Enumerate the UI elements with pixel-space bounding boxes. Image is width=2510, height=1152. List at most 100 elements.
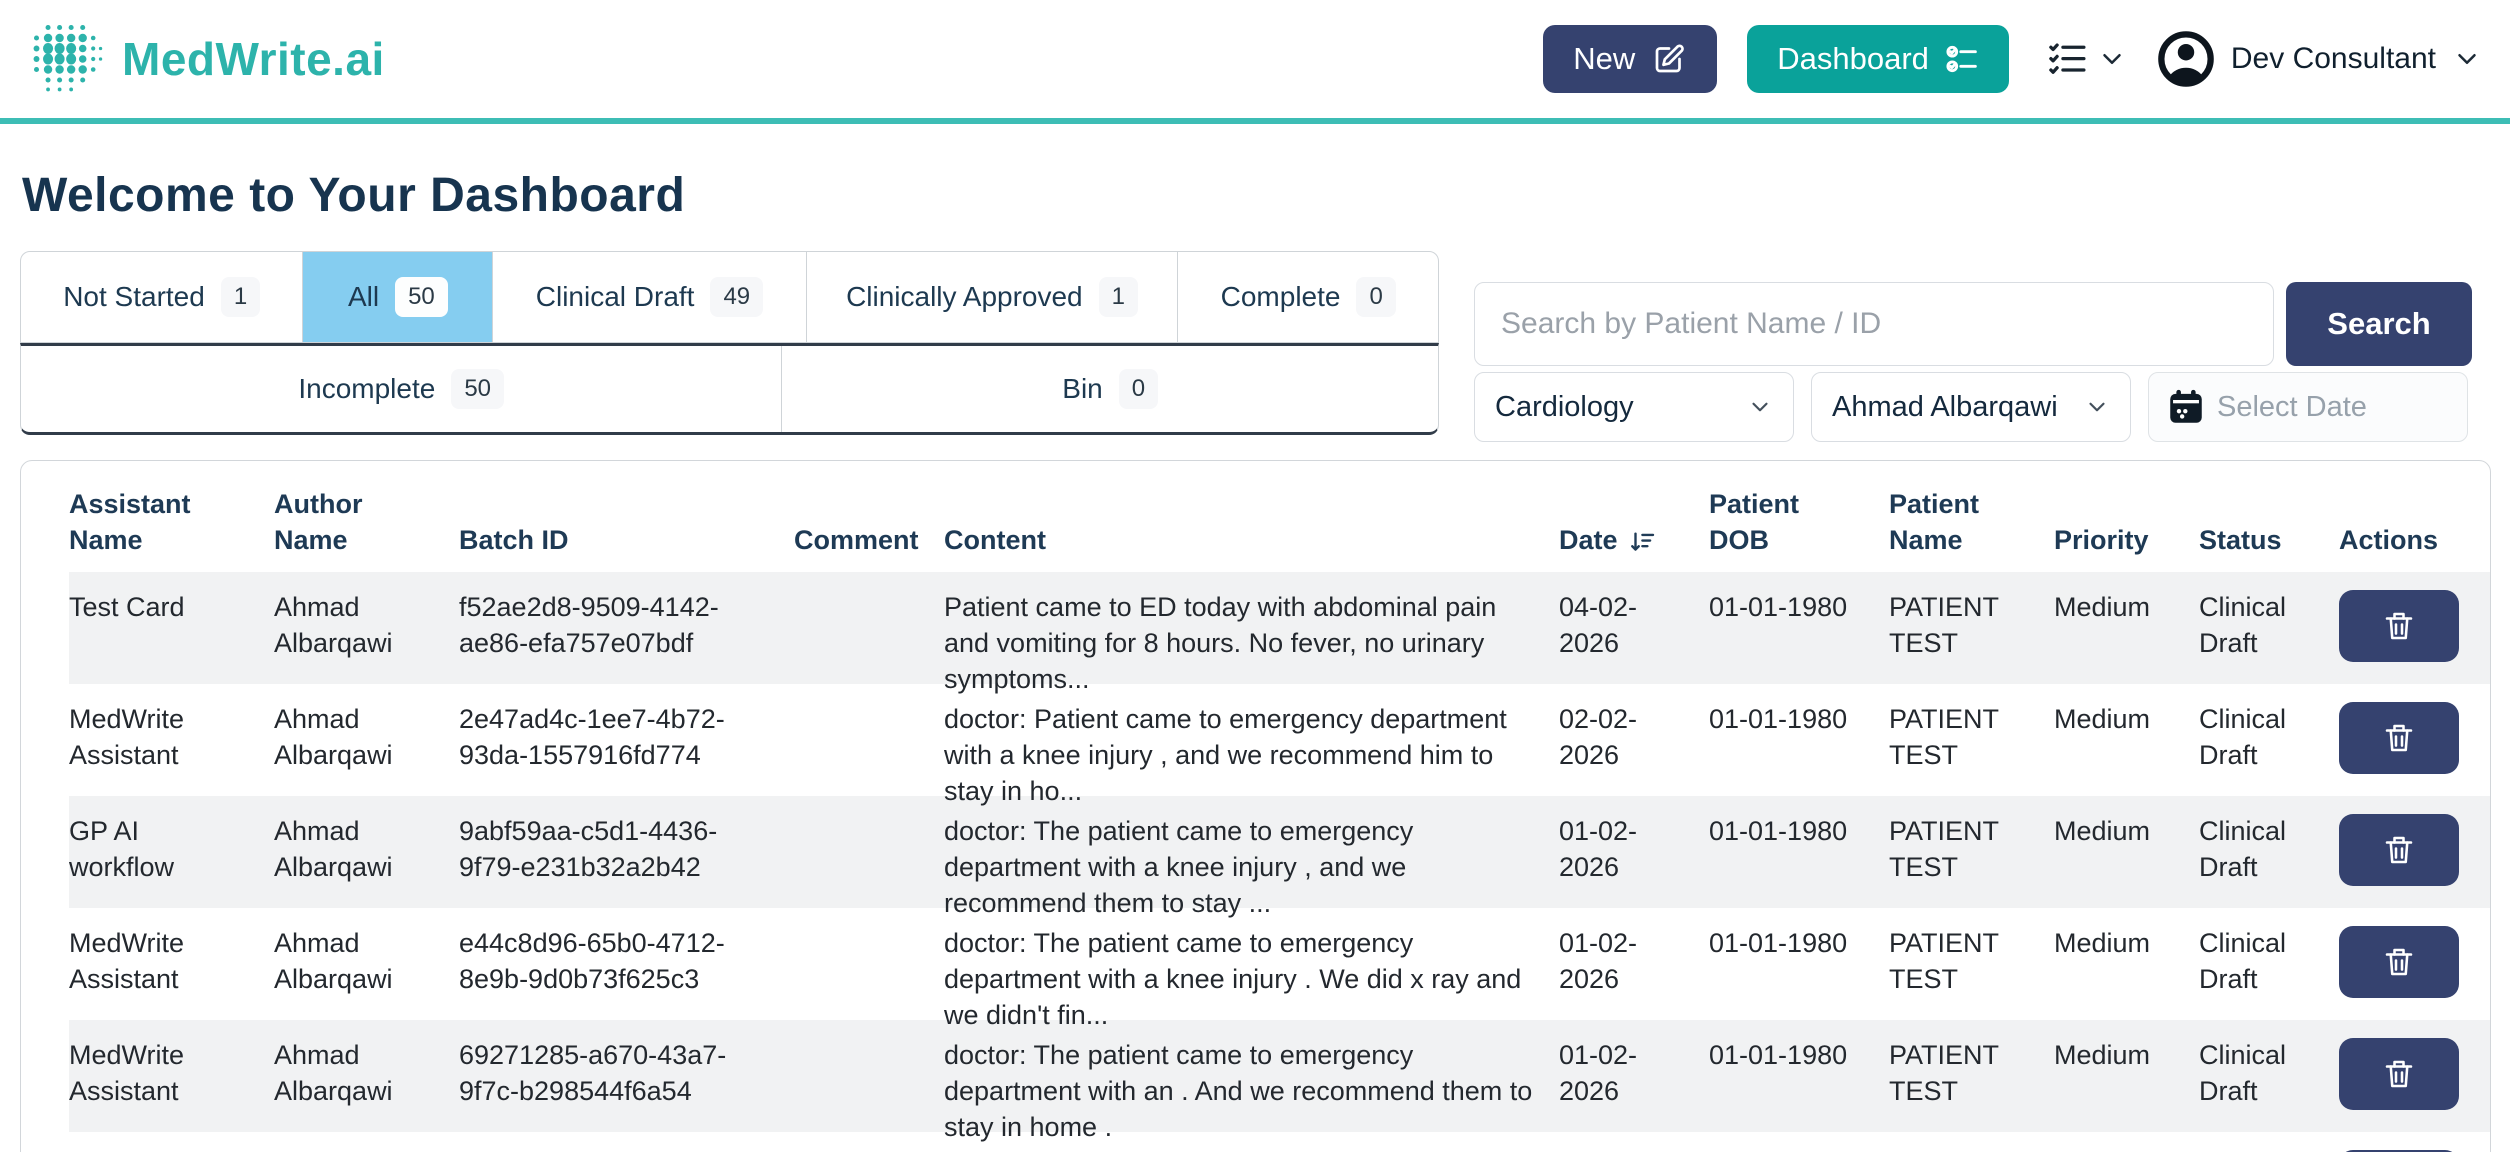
cell-date: 01-02-2026 (1559, 1040, 1638, 1107)
cell-patient-dob: 01-01-1980 (1709, 704, 1848, 735)
cell-status: Clinical Draft (2199, 592, 2287, 659)
cell-patient-name: PATIENT TEST (1889, 928, 1999, 995)
tab-complete[interactable]: Complete 0 (1178, 252, 1438, 342)
cell-assistant-name: Test Card (69, 592, 185, 623)
cell-status: Clinical Draft (2199, 816, 2287, 883)
table-row[interactable]: Test Card Ahmad Albarqawi f52ae2d8-9509-… (69, 572, 2490, 694)
delete-row-button[interactable] (2339, 702, 2459, 775)
tab-count-badge: 0 (1356, 277, 1396, 317)
column-header-batch-id: Batch ID (459, 524, 569, 555)
delete-row-button[interactable] (2339, 590, 2459, 663)
dashboard-button[interactable]: Dashboard (1747, 25, 2009, 93)
cell-assistant-name: MedWrite Assistant (69, 1040, 185, 1107)
cell-date: 01-02-2026 (1559, 816, 1638, 883)
author-select[interactable]: Ahmad Albarqawi (1811, 372, 2131, 442)
table-header-row: Assistant Name Author Name Batch ID Comm… (69, 461, 2490, 572)
cell-author-name: Ahmad Albarqawi (274, 816, 393, 883)
tasks-menu[interactable] (2045, 37, 2127, 81)
cell-assistant-name: MedWrite Assistant (69, 928, 185, 995)
tab-count-badge: 50 (451, 369, 505, 409)
table-row[interactable]: MedWrite Assistant Ahmad Albarqawi e44c8… (69, 908, 2490, 1030)
logo-dots-icon (33, 24, 103, 92)
tab-label: Clinical Draft (535, 281, 695, 312)
dashboard-main: Welcome to Your Dashboard Not Started 1 Al… (0, 168, 2510, 1152)
edit-square-icon (1655, 44, 1685, 73)
cell-date: 04-02-2026 (1559, 592, 1638, 659)
tab-label: Incomplete (298, 373, 436, 404)
page-title: Welcome to Your Dashboard (22, 169, 686, 222)
header-divider (0, 118, 2510, 124)
tab-bin[interactable]: Bin 0 (782, 346, 1438, 432)
app-header: MedWrite.ai New Dashboard (0, 0, 2510, 118)
delete-row-button[interactable] (2339, 1038, 2459, 1111)
chevron-down-icon (2458, 54, 2476, 64)
avatar-icon (2158, 31, 2214, 87)
cell-content: doctor: The patient came to emergency de… (944, 816, 1414, 919)
cell-patient-name: PATIENT TEST (1889, 816, 1999, 883)
logo-text: MedWrite.ai (122, 33, 385, 85)
date-picker[interactable]: Select Date (2148, 372, 2468, 442)
cell-patient-name: PATIENT TEST (1889, 592, 1999, 659)
cell-assistant-name: GP AI workflow (69, 816, 175, 883)
search-button[interactable]: Search (2286, 282, 2472, 366)
tab-clinical-draft[interactable]: Clinical Draft 49 (493, 252, 807, 342)
cell-content: doctor: Patient came to emergency depart… (944, 704, 1507, 807)
cell-patient-dob: 01-01-1980 (1709, 592, 1848, 623)
cell-patient-name: PATIENT TEST (1889, 704, 1999, 771)
chevron-down-icon (2089, 402, 2105, 412)
cell-author-name: Ahmad Albarqawi (274, 592, 393, 659)
column-header-priority: Priority (2054, 524, 2149, 555)
trash-icon (2385, 948, 2413, 976)
user-menu[interactable]: Dev Consultant (2157, 30, 2482, 88)
table-body: Test Card Ahmad Albarqawi f52ae2d8-9509-… (69, 572, 2490, 1152)
chevron-down-icon (2103, 54, 2121, 64)
delete-row-button[interactable] (2339, 1150, 2459, 1152)
table-row[interactable] (69, 1132, 2490, 1152)
table-row[interactable]: MedWrite Assistant Ahmad Albarqawi 2e47a… (69, 684, 2490, 806)
column-header-date-label: Date (1559, 524, 1618, 555)
tab-count-badge: 50 (395, 277, 448, 317)
column-header-date[interactable]: Date (1559, 523, 1709, 559)
column-header-assistant-name: Assistant Name (69, 489, 191, 555)
cell-status: Clinical Draft (2199, 928, 2287, 995)
delete-row-button[interactable] (2339, 814, 2459, 887)
trash-icon (2385, 836, 2413, 864)
tab-not-started[interactable]: Not Started 1 (21, 252, 304, 342)
cell-patient-dob: 01-01-1980 (1709, 816, 1848, 847)
cell-priority: Medium (2054, 704, 2151, 735)
cell-batch-id: 2e47ad4c-1ee7-4b72-93da-1557916fd774 (459, 704, 725, 771)
cell-content: doctor: The patient came to emergency de… (944, 1040, 1533, 1143)
status-tabs-row-1: Not Started 1 All 50 Clinical Draft 49 Clinica… (20, 251, 1439, 343)
logo[interactable]: MedWrite.ai (28, 17, 385, 101)
tab-count-badge: 49 (710, 277, 764, 317)
tab-incomplete[interactable]: Incomplete 50 (21, 346, 783, 432)
column-header-author-name: Author Name (274, 489, 363, 555)
tab-clinically-approved[interactable]: Clinically Approved 1 (807, 252, 1179, 342)
cell-patient-name: PATIENT TEST (1889, 1040, 1999, 1107)
cell-author-name: Ahmad Albarqawi (274, 1040, 393, 1107)
specialty-select[interactable]: Cardiology (1474, 372, 1794, 442)
dashboard-button-label: Dashboard (1777, 41, 1929, 76)
delete-row-button[interactable] (2339, 926, 2459, 999)
cell-date: 01-02-2026 (1559, 928, 1638, 995)
column-header-comment: Comment (794, 524, 919, 555)
cell-assistant-name: MedWrite Assistant (69, 704, 185, 771)
tab-all[interactable]: All 50 (303, 252, 494, 342)
trash-icon (2385, 1060, 2413, 1088)
cell-priority: Medium (2054, 1040, 2151, 1071)
cell-priority: Medium (2054, 928, 2151, 959)
cell-content: Patient came to ED today with abdominal … (944, 592, 1497, 695)
new-button[interactable]: New (1543, 25, 1718, 93)
table-row[interactable]: GP AI workflow Ahmad Albarqawi 9abf59aa-… (69, 796, 2490, 918)
column-header-patient-name: Patient Name (1889, 489, 1980, 555)
user-name: Dev Consultant (2230, 42, 2436, 75)
checklist-icon (1946, 45, 1977, 73)
tab-count-badge: 1 (220, 277, 261, 317)
cell-date: 02-02-2026 (1559, 704, 1638, 771)
calendar-icon (2170, 389, 2202, 423)
cell-patient-dob: 01-01-1980 (1709, 928, 1848, 959)
search-input[interactable] (1474, 282, 2274, 366)
table-row[interactable]: MedWrite Assistant Ahmad Albarqawi 69271… (69, 1020, 2490, 1142)
cell-status: Clinical Draft (2199, 1040, 2287, 1107)
tab-label: Clinically Approved (846, 281, 1083, 312)
